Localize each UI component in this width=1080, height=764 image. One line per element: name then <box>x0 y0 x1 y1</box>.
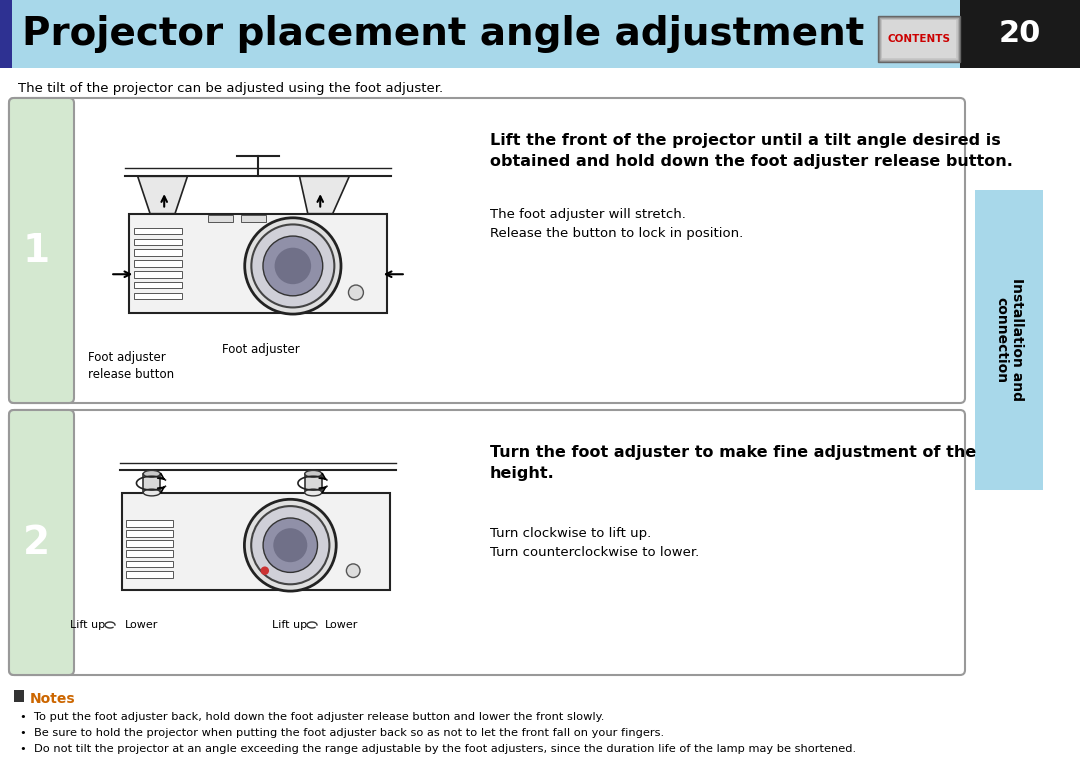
Text: Installation and
connection: Installation and connection <box>994 279 1024 402</box>
Text: The tilt of the projector can be adjusted using the foot adjuster.: The tilt of the projector can be adjuste… <box>18 82 443 95</box>
Text: Lower: Lower <box>325 620 359 630</box>
Bar <box>14 690 24 702</box>
Bar <box>134 271 181 277</box>
Text: Lower: Lower <box>125 620 159 630</box>
Bar <box>144 474 160 493</box>
Text: Projector placement angle adjustment: Projector placement angle adjustment <box>22 15 864 53</box>
Ellipse shape <box>305 489 322 496</box>
Bar <box>126 520 173 526</box>
FancyBboxPatch shape <box>9 98 75 403</box>
Bar <box>0 0 960 68</box>
Circle shape <box>274 248 311 284</box>
Text: Foot adjuster
release button: Foot adjuster release button <box>87 351 174 381</box>
Bar <box>134 228 181 235</box>
Text: 20: 20 <box>999 20 1041 48</box>
Bar <box>134 238 181 245</box>
Circle shape <box>264 518 318 572</box>
Bar <box>0 0 12 68</box>
Bar <box>975 190 1043 490</box>
Text: Turn clockwise to lift up.: Turn clockwise to lift up. <box>490 527 651 540</box>
Text: Notes: Notes <box>30 692 76 706</box>
Ellipse shape <box>305 471 322 478</box>
Text: Release the button to lock in position.: Release the button to lock in position. <box>490 227 743 240</box>
Text: Lift up: Lift up <box>272 620 307 630</box>
Circle shape <box>264 236 323 296</box>
Circle shape <box>260 566 269 575</box>
FancyBboxPatch shape <box>9 98 966 403</box>
Text: Turn counterclockwise to lower.: Turn counterclockwise to lower. <box>490 546 699 559</box>
Text: Turn the foot adjuster to make fine adjustment of the
height.: Turn the foot adjuster to make fine adju… <box>490 445 976 481</box>
Text: •  To put the foot adjuster back, hold down the foot adjuster release button and: • To put the foot adjuster back, hold do… <box>21 712 605 722</box>
Text: •  Do not tilt the projector at an angle exceeding the range adjustable by the f: • Do not tilt the projector at an angle … <box>21 744 856 754</box>
Bar <box>880 18 958 60</box>
Bar <box>126 571 173 578</box>
Bar <box>134 293 181 299</box>
Bar <box>126 550 173 557</box>
Circle shape <box>244 500 336 591</box>
Circle shape <box>252 506 329 584</box>
Bar <box>122 493 390 591</box>
Bar <box>208 215 233 222</box>
Bar <box>46 417 66 668</box>
Circle shape <box>347 564 360 578</box>
Bar <box>878 16 960 62</box>
Circle shape <box>349 285 363 300</box>
Polygon shape <box>137 176 188 214</box>
FancyBboxPatch shape <box>9 410 75 675</box>
Text: •  Be sure to hold the projector when putting the foot adjuster back so as not t: • Be sure to hold the projector when put… <box>21 728 664 738</box>
Text: 2: 2 <box>23 523 50 562</box>
Bar <box>305 474 322 493</box>
Text: Lift the front of the projector until a tilt angle desired is
obtained and hold : Lift the front of the projector until a … <box>490 133 1013 169</box>
Bar <box>242 215 267 222</box>
Bar <box>134 282 181 288</box>
Text: Foot adjuster: Foot adjuster <box>222 343 300 356</box>
Text: The foot adjuster will stretch.: The foot adjuster will stretch. <box>490 208 686 221</box>
Circle shape <box>245 218 341 314</box>
Bar <box>126 530 173 536</box>
Circle shape <box>252 225 335 307</box>
Ellipse shape <box>144 489 160 496</box>
Polygon shape <box>299 176 349 214</box>
Text: 1: 1 <box>23 231 50 270</box>
Bar <box>134 249 181 256</box>
Circle shape <box>273 528 308 562</box>
Bar <box>134 260 181 267</box>
Bar <box>126 540 173 547</box>
Bar <box>46 105 66 396</box>
FancyBboxPatch shape <box>9 410 966 675</box>
Bar <box>126 561 173 568</box>
Bar <box>882 20 956 58</box>
Text: CONTENTS: CONTENTS <box>888 34 950 44</box>
Text: Lift up: Lift up <box>70 620 105 630</box>
Ellipse shape <box>144 471 160 478</box>
Bar <box>130 214 387 313</box>
Bar <box>960 0 1080 68</box>
